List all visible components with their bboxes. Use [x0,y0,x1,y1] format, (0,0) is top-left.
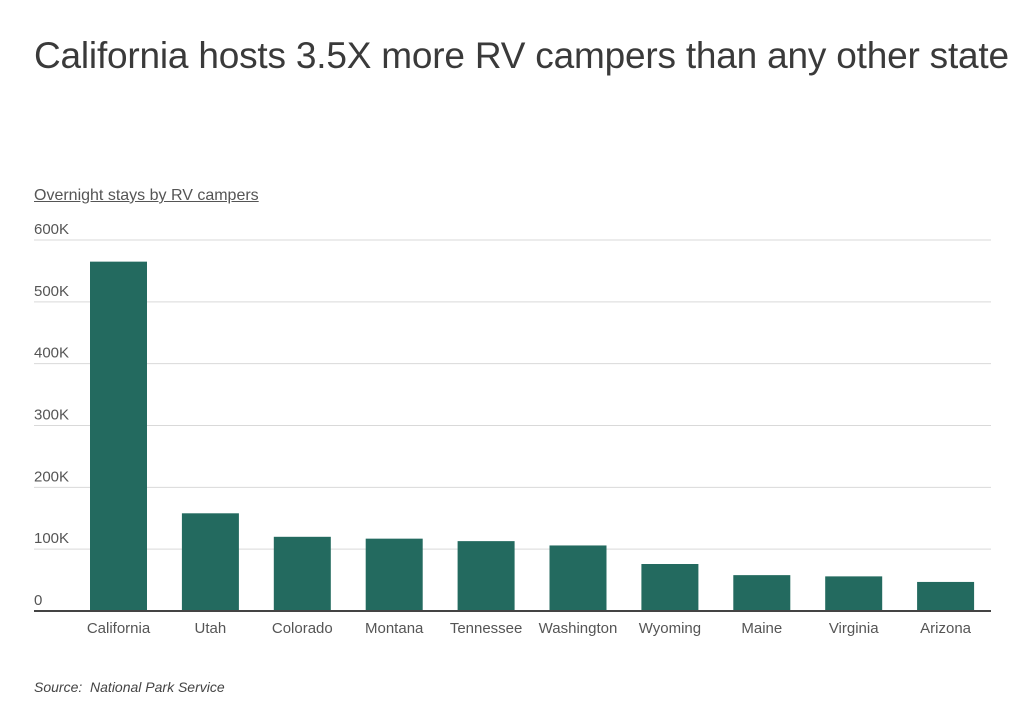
y-tick-label: 200K [34,468,69,485]
x-tick-label: Tennessee [450,620,523,637]
source-note: Source: National Park Service [34,678,225,696]
bar-arizona [917,581,975,611]
bars [90,261,975,611]
x-tick-label: Maine [741,620,782,637]
gridlines [34,239,991,550]
x-axis-labels: California Utah Colorado Montana Tennessee Wa… [87,620,972,637]
bar-montana [365,538,423,611]
x-tick-label: Virginia [829,620,879,637]
bar-utah [181,513,239,611]
y-tick-label: 100K [34,530,69,547]
bar-california [90,261,147,611]
bar-colorado [273,536,331,611]
y-tick-label: 600K [34,221,69,238]
y-tick-label: 400K [34,345,69,362]
x-tick-label: Utah [195,620,227,637]
x-tick-label: Arizona [920,620,972,637]
source-value: National Park Service [90,679,225,695]
y-axis-ticks: 0 100K 200K 300K 400K 500K 600K [34,221,69,609]
y-tick-label: 300K [34,407,69,424]
chart-subtitle: Overnight stays by RV campers [34,187,259,204]
source-label: Source: [34,679,83,695]
bar-tennessee [457,541,515,611]
chart-title: California hosts 3.5X more RV campers th… [34,35,1009,76]
bar-wyoming [641,564,699,611]
x-tick-label: Colorado [272,620,333,637]
bar-washington [549,545,607,611]
x-tick-label: Montana [365,620,424,637]
x-tick-label: Wyoming [639,620,701,637]
y-tick-label: 500K [34,283,69,300]
x-tick-label: California [87,620,151,637]
y-tick-label: 0 [34,592,42,609]
bar-virginia [825,576,883,611]
x-tick-label: Washington [539,620,618,637]
bar-maine [733,575,791,611]
